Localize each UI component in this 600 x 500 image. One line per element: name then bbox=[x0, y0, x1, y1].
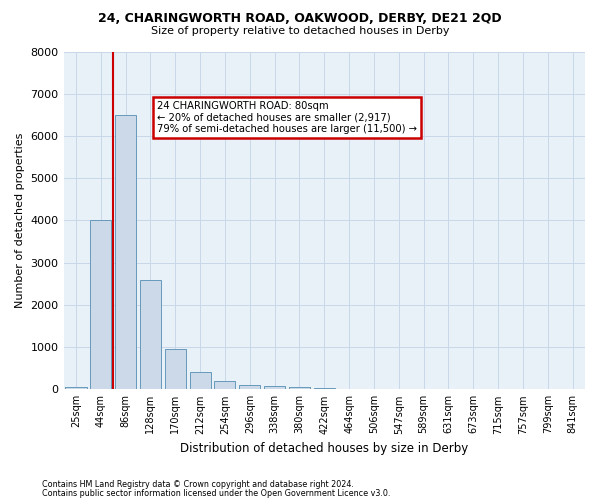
Bar bbox=[214, 382, 235, 390]
Bar bbox=[314, 388, 335, 390]
Text: Contains public sector information licensed under the Open Government Licence v3: Contains public sector information licen… bbox=[42, 489, 391, 498]
Text: Contains HM Land Registry data © Crown copyright and database right 2024.: Contains HM Land Registry data © Crown c… bbox=[42, 480, 354, 489]
X-axis label: Distribution of detached houses by size in Derby: Distribution of detached houses by size … bbox=[180, 442, 469, 455]
Text: 24, CHARINGWORTH ROAD, OAKWOOD, DERBY, DE21 2QD: 24, CHARINGWORTH ROAD, OAKWOOD, DERBY, D… bbox=[98, 12, 502, 26]
Bar bbox=[264, 386, 285, 390]
Bar bbox=[190, 372, 211, 390]
Bar bbox=[115, 115, 136, 390]
Text: Size of property relative to detached houses in Derby: Size of property relative to detached ho… bbox=[151, 26, 449, 36]
Bar bbox=[165, 349, 186, 390]
Text: 24 CHARINGWORTH ROAD: 80sqm
← 20% of detached houses are smaller (2,917)
79% of : 24 CHARINGWORTH ROAD: 80sqm ← 20% of det… bbox=[157, 101, 418, 134]
Bar bbox=[140, 280, 161, 390]
Y-axis label: Number of detached properties: Number of detached properties bbox=[15, 132, 25, 308]
Bar bbox=[289, 387, 310, 390]
Bar bbox=[90, 220, 112, 390]
Bar bbox=[239, 385, 260, 390]
Bar bbox=[65, 387, 86, 390]
